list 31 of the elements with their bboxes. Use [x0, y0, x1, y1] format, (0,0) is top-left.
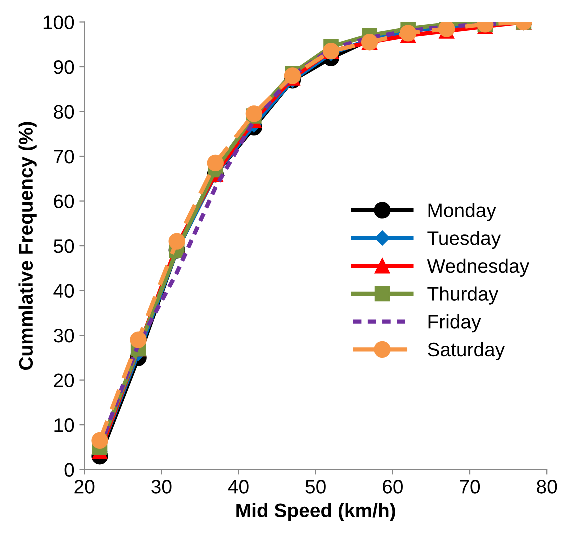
x-tick-label: 50 [306, 480, 326, 494]
x-axis-title: Mid Speed (km/h) [236, 503, 396, 522]
point [207, 154, 224, 172]
y-tick-label: 70 [54, 150, 74, 164]
y-tick-label: 40 [54, 284, 74, 298]
point [92, 432, 108, 450]
legend-label: Tuesday [428, 231, 502, 250]
point [130, 332, 147, 348]
y-tick-label: 10 [54, 418, 74, 432]
y-tick-label: 30 [54, 329, 74, 343]
point [168, 233, 186, 250]
y-axis-title: Cummlative Frequency (%) [18, 122, 37, 370]
y-tick-label: 90 [54, 60, 74, 74]
point [246, 106, 263, 122]
legend-label: Monday [428, 203, 496, 222]
y-tick-label: 100 [44, 16, 74, 30]
x-tick-label: 20 [74, 480, 95, 494]
y-tick-label: 80 [54, 105, 74, 119]
x-tick-label: 70 [460, 480, 480, 494]
y-tick-label: 0 [64, 463, 74, 478]
legend-label: Saturday [428, 342, 506, 361]
y-tick-label: 20 [54, 374, 74, 388]
x-tick-label: 60 [383, 480, 403, 494]
x-tick-label: 40 [228, 480, 249, 494]
legend-label: Friday [428, 314, 482, 333]
legend-label: Wednesday [427, 258, 530, 277]
x-tick-label: 30 [152, 480, 172, 494]
x-tick-label: 80 [537, 480, 558, 494]
y-tick-label: 50 [54, 240, 74, 254]
legend-label: Thurday [428, 286, 499, 305]
y-tick-label: 60 [54, 194, 74, 209]
